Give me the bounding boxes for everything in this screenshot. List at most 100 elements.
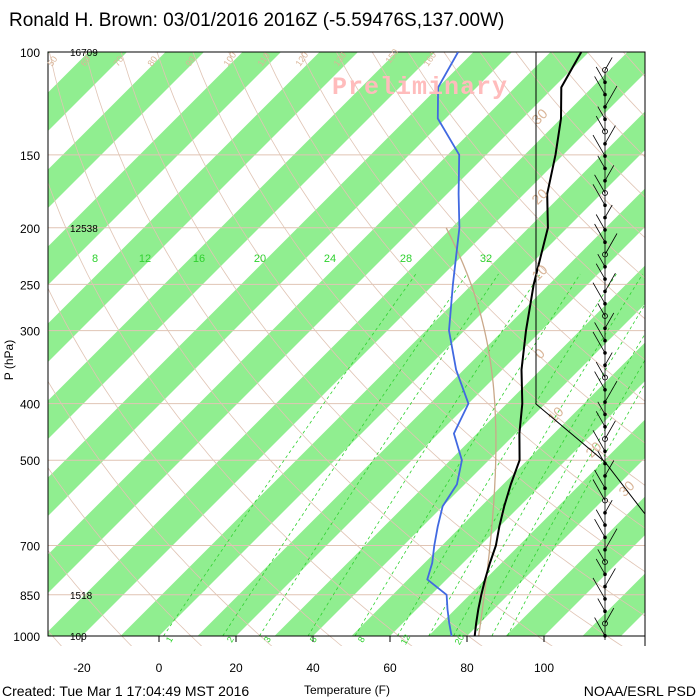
wind-barb [592,430,606,452]
wind-barb [592,134,606,157]
wind-barb [597,106,606,120]
wind-barb-dot [603,142,607,146]
parcel-path [445,227,497,637]
dewpoint-line [426,52,470,637]
wind-barb [604,85,618,108]
height-label: 1518 [70,591,93,602]
wind-barb [594,617,606,636]
wind-barb [595,66,606,83]
wind-barb-dot [602,128,608,135]
wind-barb-dot [603,424,607,429]
wind-barb-dot [602,559,608,565]
wind-barb [595,214,606,231]
wind-barb [604,233,618,255]
dry-adiabat [120,52,623,646]
isotherm-band [351,342,645,636]
temperature-line [473,52,583,637]
isotherm-band [48,52,127,131]
dry-adiabat-label: 50 [45,54,59,68]
wind-barb [595,263,606,280]
wind-barb-dot [603,572,607,577]
wind-barb-dot [603,228,607,232]
wind-barb-dot [603,510,607,515]
y-tick-label: 850 [20,589,40,603]
y-tick-label: 300 [20,325,40,339]
wind-barb-dot [602,497,608,504]
height-label: 100 [70,632,87,643]
wind-barb-dot [603,117,607,121]
isotherm-band [48,52,204,208]
mixing-ratio-bottom-label: 12 [399,633,413,647]
wind-barb [597,450,606,464]
mixing-ratio-label: 16 [193,253,205,265]
dry-adiabat [695,52,700,648]
mixing-ratio-line [307,273,541,637]
wind-barb-dot [602,251,608,258]
wind-barb [594,469,606,489]
isotherm-band [505,496,645,636]
wind-barb-dot [603,523,607,527]
isotherm-band [660,52,700,636]
wind-barb-dot [603,351,607,355]
x-tick-label: 100 [534,661,554,675]
wind-barb [604,312,615,329]
y-axis-label: P (hPa) [2,340,16,380]
wind-barb [604,500,613,513]
wind-barb [592,282,606,304]
wind-barb-dot [602,313,608,319]
mixing-ratio-line [453,303,645,637]
chart-title: Ronald H. Brown: 03/01/2016 2016Z (-5.59… [9,10,505,31]
wind-barb-dot [603,547,607,552]
dry-adiabat [192,52,645,573]
mixing-ratio-bottom-label: 8 [356,635,367,644]
dry-adiabat [48,467,203,646]
dry-adiabat-label: 80 [145,54,159,68]
isotherm-band [48,52,281,285]
wind-barb [592,577,606,600]
mixing-ratio-label: 12 [139,253,151,265]
wind-barb [594,322,606,341]
dry-adiabat [48,287,343,646]
created-timestamp: Created: Tue Mar 1 17:04:49 MST 2016 [2,683,250,699]
wind-barb [604,460,615,477]
dry-adiabat [48,380,273,646]
wind-barb-dot [603,400,607,404]
wind-barb-dot [603,633,607,638]
isotherm-band [48,52,435,439]
wind-barb-dot [603,166,607,171]
wind-barb [595,558,606,575]
wind-barb [604,568,616,587]
source-credit: NOAA/ESRL PSD [583,683,696,699]
dry-adiabat [228,52,645,529]
mixing-ratio-line [473,333,645,637]
wind-barb [604,204,613,218]
wind-barb-dot [603,215,607,220]
wind-barb [604,125,616,144]
wind-barb [604,273,616,292]
mixing-ratio-label: 32 [480,253,492,265]
wind-barb-dot [603,474,607,478]
wind-barb [595,361,606,378]
wind-barb [594,76,606,95]
wind-barb-dot [603,154,607,158]
y-tick-label: 200 [20,222,40,236]
x-tick-label: -20 [73,661,91,675]
wind-barb [597,155,606,169]
wind-barb [604,380,618,403]
wind-barb-dot [603,363,607,368]
wind-barb-dot [603,289,607,294]
dry-adiabat-label: 70 [111,54,125,68]
height-label: 16709 [70,48,98,59]
wind-barb [597,254,606,267]
wind-barb-dot [603,92,607,97]
wind-barb-dot [603,326,607,331]
wind-barb-dot [603,240,607,245]
wind-barb-dot [603,535,607,540]
wind-barb-dot [603,461,607,466]
wind-barb [592,331,606,354]
wind-barb-dot [603,301,607,306]
x-tick-label: 80 [460,661,474,675]
y-tick-label: 400 [20,398,40,412]
y-tick-label: 500 [20,454,40,468]
wind-barb-dot [602,620,608,627]
